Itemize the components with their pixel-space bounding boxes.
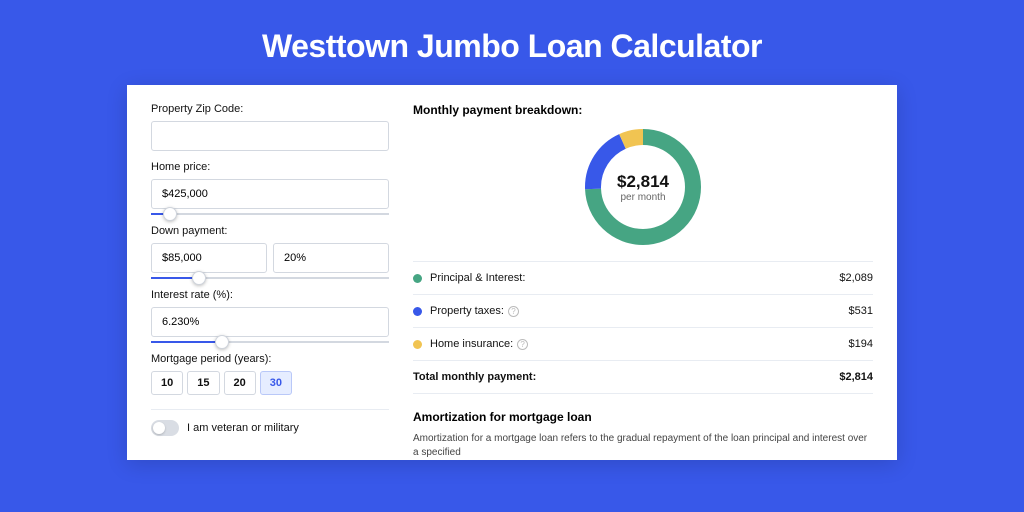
interest-label: Interest rate (%): bbox=[151, 289, 389, 301]
period-btn-20[interactable]: 20 bbox=[224, 371, 256, 395]
veteran-label: I am veteran or military bbox=[187, 422, 299, 434]
info-icon[interactable]: ? bbox=[508, 306, 519, 317]
donut-amount: $2,814 bbox=[617, 172, 669, 192]
legend-row: Home insurance:? $194 bbox=[413, 328, 873, 361]
interest-slider[interactable] bbox=[151, 341, 389, 343]
field-veteran: I am veteran or military bbox=[151, 420, 389, 436]
legend-dot bbox=[413, 274, 422, 283]
field-down-payment: Down payment: bbox=[151, 225, 389, 279]
legend-label: Home insurance: bbox=[430, 338, 513, 350]
legend-dot bbox=[413, 340, 422, 349]
legend-row: Property taxes:? $531 bbox=[413, 295, 873, 328]
legend-value: $2,089 bbox=[839, 272, 873, 284]
legend-total-row: Total monthly payment: $2,814 bbox=[413, 361, 873, 394]
legend-label: Principal & Interest: bbox=[430, 272, 525, 284]
breakdown-title: Monthly payment breakdown: bbox=[413, 103, 873, 117]
zip-input[interactable] bbox=[151, 121, 389, 151]
legend-dot bbox=[413, 307, 422, 316]
period-btn-15[interactable]: 15 bbox=[187, 371, 219, 395]
legend-row: Principal & Interest: $2,089 bbox=[413, 262, 873, 295]
home-price-slider[interactable] bbox=[151, 213, 389, 215]
legend-total-value: $2,814 bbox=[839, 371, 873, 383]
breakdown-panel: Monthly payment breakdown: $2,814 per mo… bbox=[413, 103, 873, 460]
legend-label: Property taxes: bbox=[430, 305, 504, 317]
zip-label: Property Zip Code: bbox=[151, 103, 389, 115]
breakdown-legend: Principal & Interest: $2,089 Property taxe… bbox=[413, 261, 873, 394]
field-zip: Property Zip Code: bbox=[151, 103, 389, 151]
donut-sub: per month bbox=[620, 192, 665, 203]
period-btn-10[interactable]: 10 bbox=[151, 371, 183, 395]
amortization-text: Amortization for a mortgage loan refers … bbox=[413, 432, 873, 460]
period-label: Mortgage period (years): bbox=[151, 353, 389, 365]
down-payment-pct-input[interactable] bbox=[273, 243, 389, 273]
field-interest: Interest rate (%): bbox=[151, 289, 389, 343]
interest-input[interactable] bbox=[151, 307, 389, 337]
home-price-label: Home price: bbox=[151, 161, 389, 173]
period-btn-30[interactable]: 30 bbox=[260, 371, 292, 395]
field-period: Mortgage period (years): 10152030 bbox=[151, 353, 389, 395]
veteran-toggle[interactable] bbox=[151, 420, 179, 436]
legend-total-label: Total monthly payment: bbox=[413, 371, 536, 383]
legend-value: $531 bbox=[849, 305, 873, 317]
info-icon[interactable]: ? bbox=[517, 339, 528, 350]
legend-value: $194 bbox=[849, 338, 873, 350]
down-payment-label: Down payment: bbox=[151, 225, 389, 237]
home-price-input[interactable] bbox=[151, 179, 389, 209]
down-payment-slider[interactable] bbox=[151, 277, 389, 279]
down-payment-input[interactable] bbox=[151, 243, 267, 273]
amortization-title: Amortization for mortgage loan bbox=[413, 410, 873, 424]
page-title: Westtown Jumbo Loan Calculator bbox=[0, 0, 1024, 85]
input-panel: Property Zip Code: Home price: Down paym… bbox=[151, 103, 389, 460]
field-home-price: Home price: bbox=[151, 161, 389, 215]
period-options: 10152030 bbox=[151, 371, 389, 395]
divider bbox=[151, 409, 389, 410]
calculator-card: Property Zip Code: Home price: Down paym… bbox=[127, 85, 897, 460]
payment-donut-chart: $2,814 per month bbox=[583, 127, 703, 247]
